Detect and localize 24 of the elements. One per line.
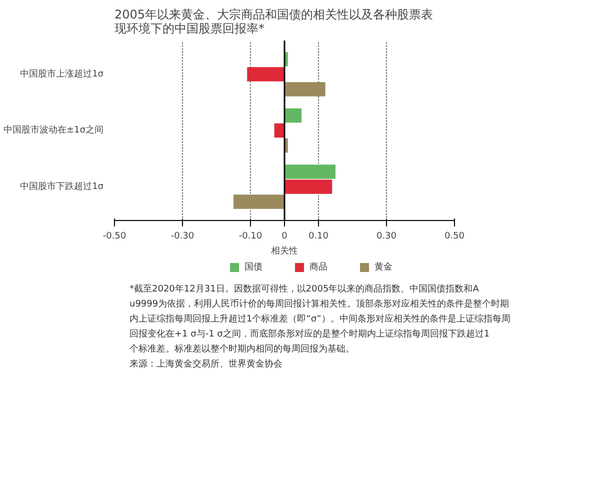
x-tick-label: 0 bbox=[282, 232, 288, 242]
bar bbox=[234, 194, 284, 209]
x-tick-label: -0.30 bbox=[170, 232, 194, 242]
bar bbox=[274, 123, 284, 138]
source-note: 来源：上海黄金交易所、世界黄金协会 bbox=[130, 358, 282, 370]
bar bbox=[284, 82, 326, 96]
x-tick-label: -0.10 bbox=[238, 232, 262, 242]
text: *截至2020年12月31日。因数据可得性，以2005年以来的商品指数、中国国债指数和Au9999为依据，利用人民币计价的每周回报计算相关性。顶部条形对应相关性的条件是整个时期内上证综指每周回报上升超过1个标准差（即“σ”）。中间条形对应相关性的条件是上证综指每周回报变化在+1 σ与-1 σ之间，而底部条形对应的是整个时期内上证综指每周回报下跌超过1个标准差。标准差以整个时期内相同的每周回报为基础。 bbox=[130, 284, 510, 354]
x-tick-label: 0.50 bbox=[444, 232, 465, 242]
x-tick-label: 0.10 bbox=[308, 232, 329, 242]
bar bbox=[284, 164, 336, 179]
y-tick-label: 中国股市下跌超过1σ bbox=[20, 180, 104, 192]
x-axis-title: 相关性 bbox=[271, 246, 298, 256]
x-tick-label: -0.50 bbox=[102, 232, 126, 242]
bar bbox=[284, 180, 332, 194]
legend-label: 商品 bbox=[310, 262, 328, 272]
x-tick-label: 0.30 bbox=[376, 232, 397, 242]
y-tick-label: 中国股市波动在±1σ之间 bbox=[4, 124, 104, 136]
legend-label: 黄金 bbox=[374, 262, 392, 272]
y-tick-label: 中国股市上涨超过1σ bbox=[20, 68, 104, 80]
legend-label: 国债 bbox=[244, 262, 262, 272]
bar bbox=[247, 67, 284, 82]
bar bbox=[284, 108, 302, 123]
chart-title: 2005年以来黄金、大宗商品和国债的相关性以及各种股票表现环境下的中国股票回报率* bbox=[114, 8, 434, 36]
